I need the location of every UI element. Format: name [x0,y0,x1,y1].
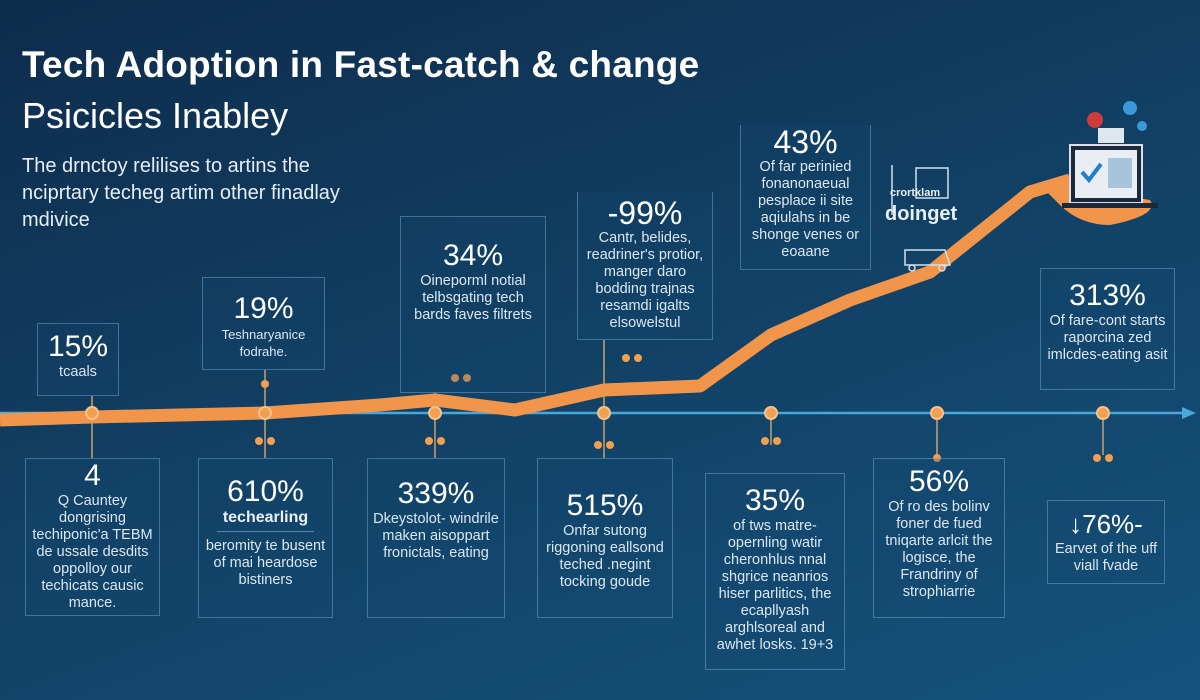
timeline-arrow-icon [1182,407,1196,419]
stat-card-bottom: 610% techearling beromity te busent of m… [198,458,333,618]
logo-caption: crortklam [890,187,941,199]
stat-value: 43% [773,124,838,160]
logo-name: doinget [885,203,958,225]
stat-text: Q Cauntey dongrising techiponic'a TEBM d… [32,493,153,611]
stat-heading: techearling [222,509,309,526]
stat-card-bottom: 4 Q Cauntey dongrising techiponic'a TEBM… [25,458,160,616]
stat-text: Of ro des bolinv foner de fued tniqarte … [885,499,993,600]
stat-text: Oineporml notial telbsgating tech bards … [414,273,532,323]
stat-value: ↓76%- [1069,509,1143,539]
page-subtitle: Psicicles Inabley [22,95,289,136]
stat-text: of tws matre- opernling watir cheronhlus… [716,518,834,653]
stat-card-top: 15% tcaals [37,323,119,396]
stat-value: 313% [1069,279,1146,312]
stat-card-top: 34% Oineporml notial telbsgating tech ba… [400,216,546,393]
stat-text: Dkeystolot- windrile maken aisoppart fro… [373,511,499,561]
stat-card-top: -99% Cantr, belides, readriner's protior… [577,192,713,340]
stat-text: Of fare-cont starts raporcina zed imlcde… [1047,313,1168,363]
stat-value: 35% [744,484,806,517]
stat-text: Onfar sutong riggoning eallsond teched .… [546,523,664,590]
stat-text: beromity te busent of mai heardose bisti… [205,538,326,588]
stat-text: Cantr, belides, readriner's protior, man… [586,230,704,331]
stat-card-top: 19% Teshnaryanice fodrahe. [202,277,325,370]
divider [217,531,314,532]
timeline-nodes [85,406,1110,420]
cart-icon [891,165,952,272]
stat-value: 4 [84,459,101,492]
stat-card-top: 43% Of far perinied fonanonaeual pesplac… [740,125,871,270]
stat-value: 515% [566,489,644,522]
stat-card-bottom: ↓76%- Earvet of the uff viall fvade [1047,500,1165,584]
stat-card-bottom: 339% Dkeystolot- windrile maken aisoppar… [367,458,505,618]
stat-value: -99% [607,195,683,231]
laptop-checkmark-icon [1062,144,1158,208]
connector-dots [255,354,1113,462]
stat-value: 56% [908,465,970,498]
stat-card-top: 313% Of fare-cont starts raporcina zed i… [1040,268,1175,390]
stat-value: 15% [47,330,109,363]
notification-icons [1087,101,1147,143]
stat-card-bottom: 35% of tws matre- opernling watir cheron… [705,473,845,670]
stat-text: Earvet of the uff viall fvade [1054,541,1158,574]
stat-value: 610% [227,475,304,508]
intro-text: The drnctoy relilises to artins the ncip… [22,155,340,231]
stat-text: Of far perinied fonanonaeual pesplace ii… [751,159,860,260]
stat-text: Teshnaryanice fodrahe. [221,327,306,359]
stat-value: 19% [233,292,294,325]
stat-value: 34% [442,239,504,272]
stat-card-bottom: 515% Onfar sutong riggoning eallsond tec… [537,458,673,618]
stat-card-bottom: 56% Of ro des bolinv foner de fued tniqa… [873,458,1005,618]
stat-text: tcaals [59,364,97,380]
stat-value: 339% [397,477,475,510]
page-title: Tech Adoption in Fast-catch & change [22,44,700,85]
